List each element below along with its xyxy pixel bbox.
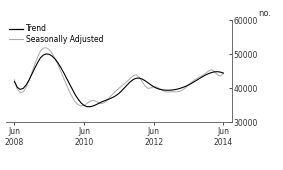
Legend: Trend, Seasonally Adjusted: Trend, Seasonally Adjusted bbox=[9, 24, 104, 44]
Text: no.: no. bbox=[258, 9, 271, 18]
